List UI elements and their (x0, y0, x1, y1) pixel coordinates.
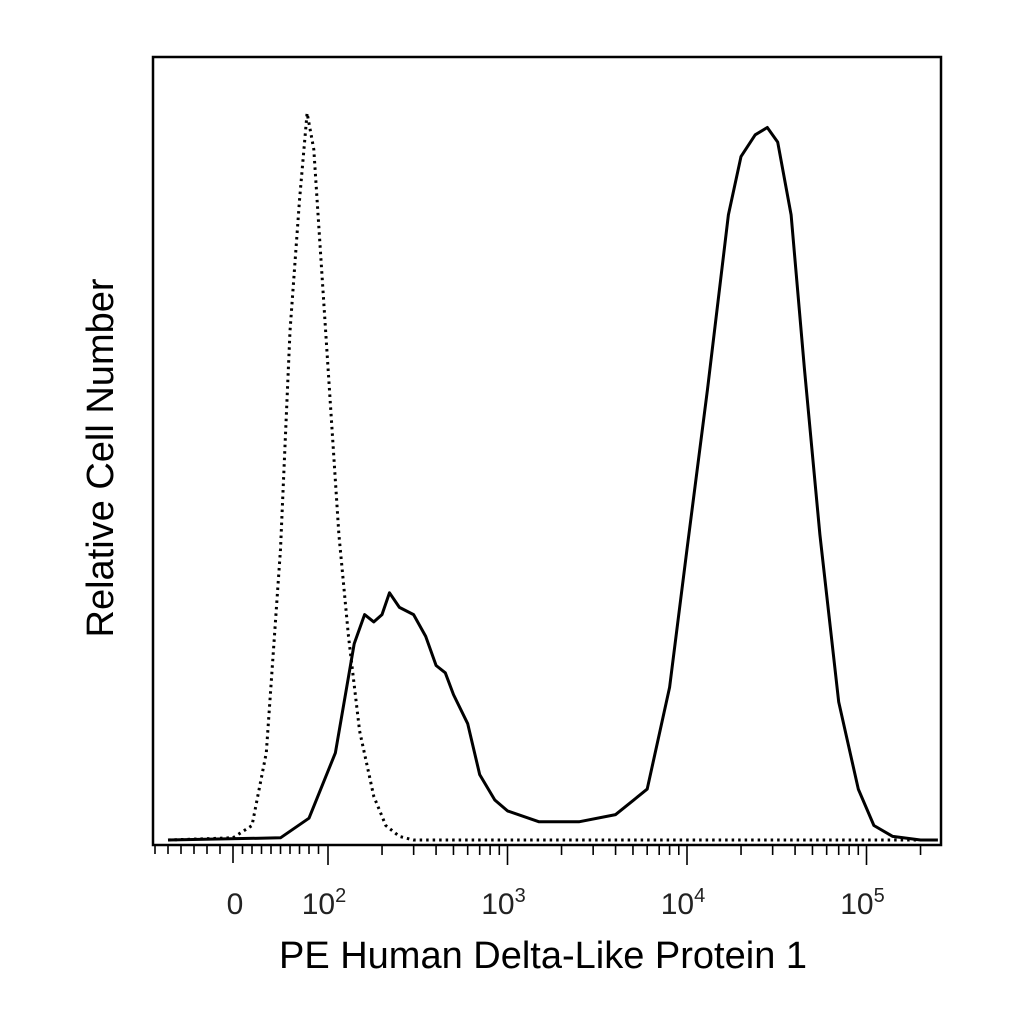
series-layer (167, 111, 938, 842)
x-tick-label: 102 (302, 885, 347, 921)
x-axis-tick-labels: 0 102 103 104 105 (227, 885, 885, 921)
x-axis-title: PE Human Delta-Like Protein 1 (279, 935, 807, 977)
plot-frame (151, 55, 943, 847)
y-axis-title: Relative Cell Number (80, 278, 122, 637)
x-tick-label: 0 (227, 888, 244, 921)
x-axis-ticks (154, 845, 922, 865)
series-solid-line (167, 126, 938, 842)
x-tick-label: 105 (840, 885, 885, 921)
series-dotted-line (167, 111, 938, 842)
x-tick-label: 104 (661, 885, 706, 921)
x-tick-label: 103 (481, 885, 526, 921)
